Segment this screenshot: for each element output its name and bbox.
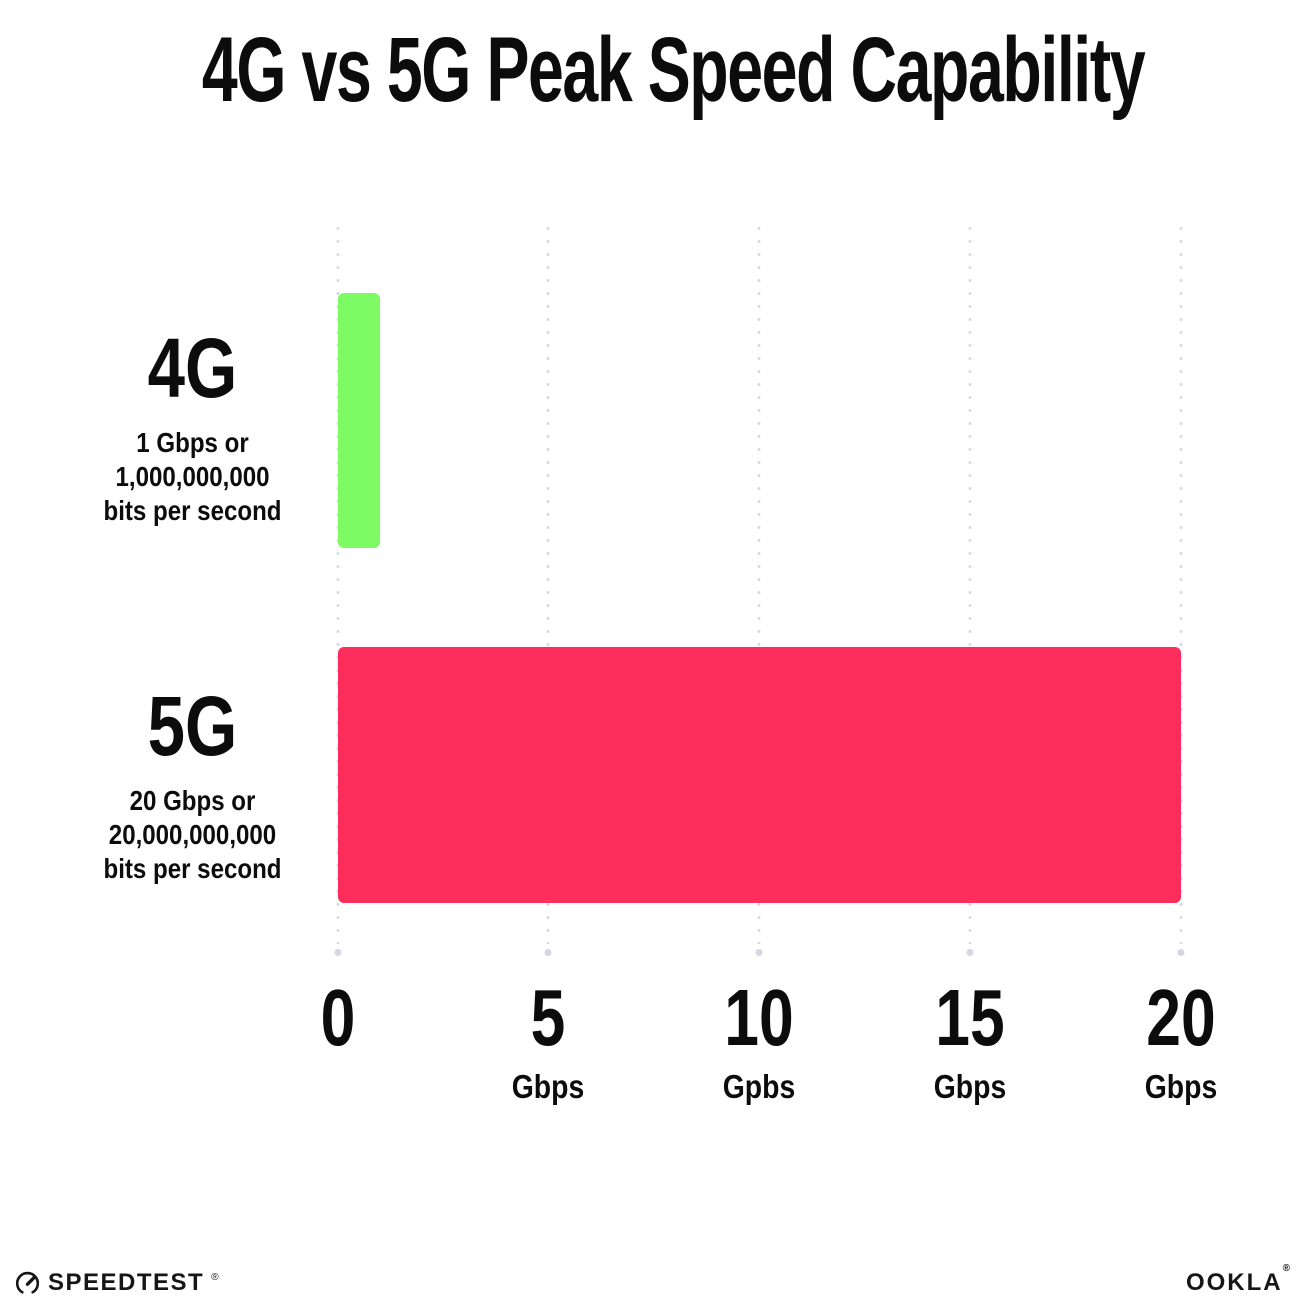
- xtick-10-value: 10: [724, 973, 794, 1062]
- row-name-4g: 4G: [147, 321, 238, 415]
- xtick-0-value: 0: [320, 973, 356, 1062]
- speedtest-logo: SPEEDTEST ®: [14, 1269, 219, 1297]
- chart-title-text: 4G vs 5G Peak Speed Capability: [201, 19, 1146, 121]
- row-label-5g: 5G 20 Gbps or 20,000,000,000 bits per se…: [50, 684, 335, 886]
- row-sub-4g-line1: 1 Gbps or: [136, 427, 249, 458]
- xtick-20-value: 20: [1146, 973, 1216, 1062]
- xtick-15-unit: Gbps: [933, 1068, 1007, 1105]
- gridline-20gbps: [1179, 222, 1183, 944]
- gridline-15gbps: [968, 222, 972, 944]
- ookla-trademark: ®: [1282, 1263, 1292, 1274]
- xtick-15-value: 15: [935, 973, 1005, 1062]
- xtick-20-unit: Gbps: [1144, 1068, 1218, 1105]
- row-sub-5g-line2: 20,000,000,000: [108, 819, 277, 850]
- row-label-4g: 4G 1 Gbps or 1,000,000,000 bits per seco…: [50, 326, 335, 528]
- xtick-15: 15 Gbps: [860, 978, 1080, 1106]
- xtick-5: 5 Gbps: [438, 978, 658, 1106]
- speedtest-trademark: ®: [211, 1271, 219, 1283]
- row-sub-4g-line3: bits per second: [103, 495, 282, 526]
- row-sub-4g-line2: 1,000,000,000: [115, 461, 270, 492]
- gridline-10gbps: [757, 222, 761, 944]
- chart-title: 4G vs 5G Peak Speed Capability: [0, 18, 1308, 123]
- row-sub-5g-line1: 20 Gbps or: [129, 785, 256, 816]
- speedtest-wordmark: SPEEDTEST: [48, 1269, 205, 1296]
- ookla-logo: OOKLA®: [1185, 1263, 1292, 1297]
- gridline-5gbps: [546, 222, 550, 944]
- gridline-0gbps: [336, 222, 340, 944]
- ookla-wordmark: OOKLA: [1185, 1269, 1283, 1296]
- bar-5g: [338, 647, 1181, 903]
- xtick-5-value: 5: [530, 973, 566, 1062]
- row-name-5g: 5G: [147, 679, 238, 773]
- xtick-10-unit: Gpbs: [722, 1068, 796, 1105]
- row-sub-5g-line3: bits per second: [103, 853, 282, 884]
- xtick-5-unit: Gbps: [511, 1068, 585, 1105]
- speedtest-gauge-icon: [14, 1270, 41, 1297]
- xtick-10: 10 Gpbs: [649, 978, 869, 1106]
- xtick-0: 0: [228, 978, 448, 1068]
- bar-4g: [338, 293, 381, 548]
- xtick-20: 20 Gbps: [1071, 978, 1291, 1106]
